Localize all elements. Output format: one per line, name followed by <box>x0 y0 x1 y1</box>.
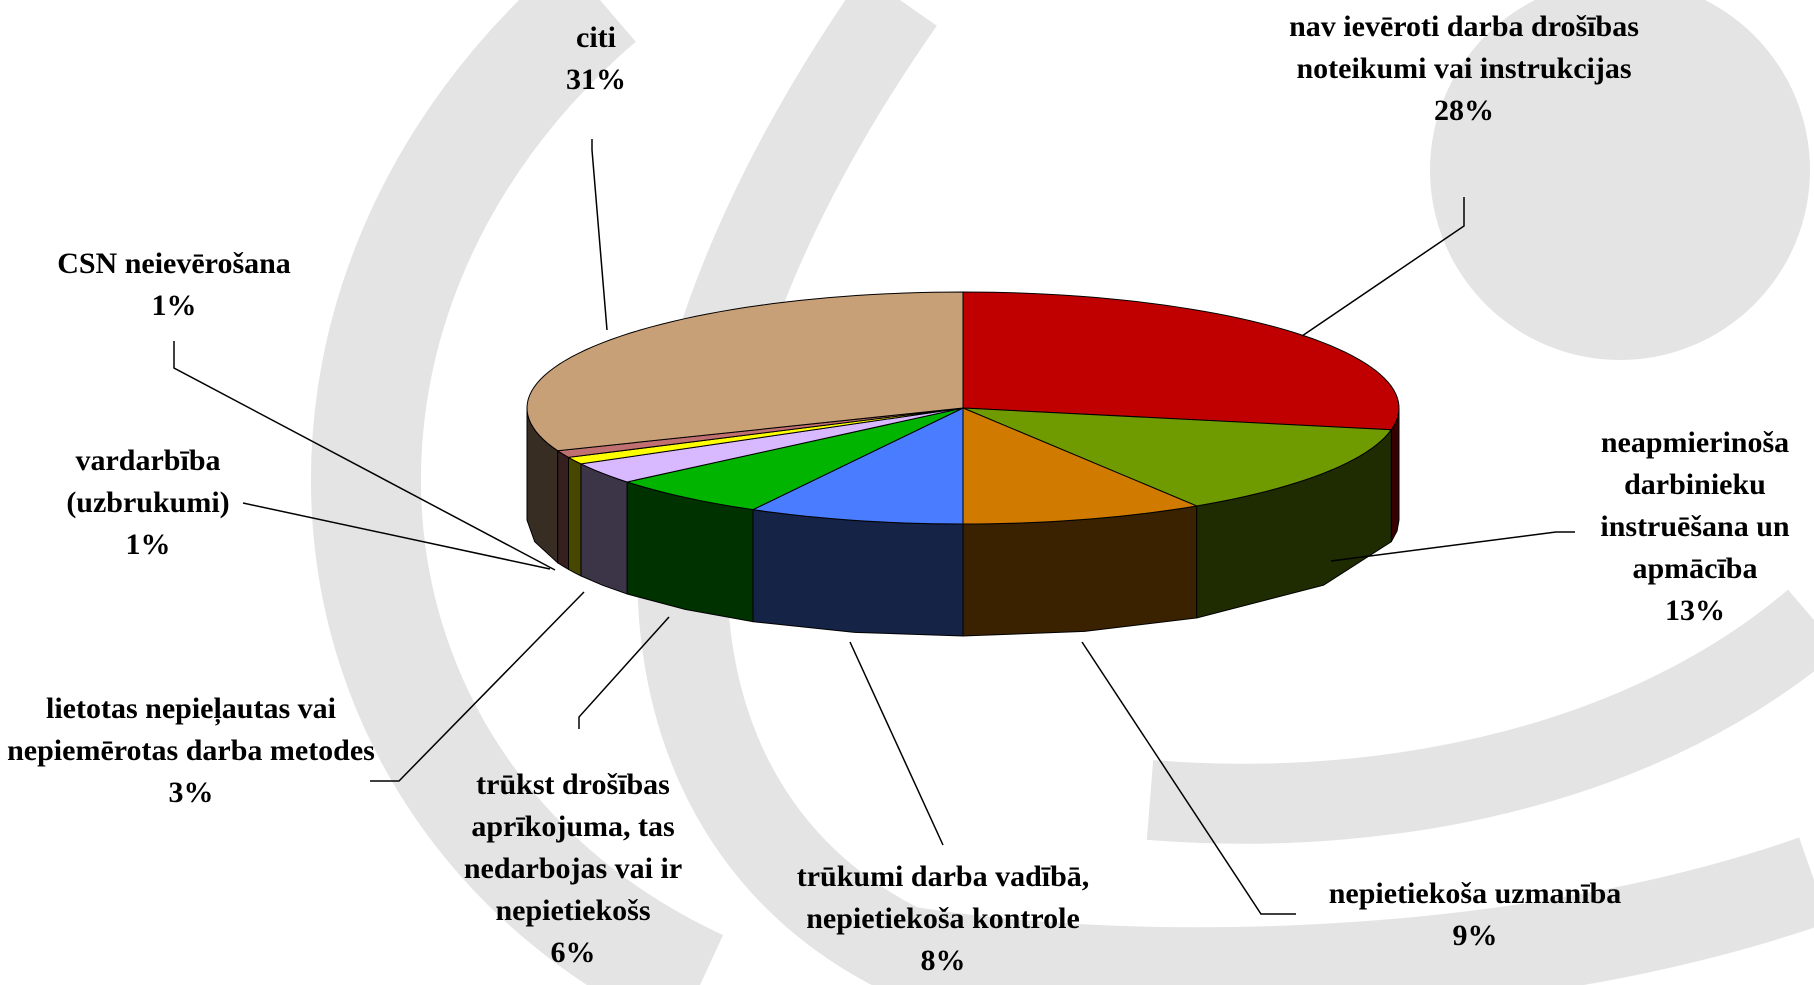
leader-line <box>578 616 670 729</box>
pie-side <box>752 509 964 637</box>
leader-line <box>591 139 608 331</box>
value-label: 31% <box>566 63 626 96</box>
leader-line <box>173 341 556 571</box>
pie-slice <box>526 291 964 452</box>
category-name: nepietiekoša uzmanība <box>1328 877 1622 910</box>
category-name: lietotas nepieļautas vai nepiemērotas da… <box>7 692 375 767</box>
category-name: trūkst drošības aprīkojuma, tas nedarboj… <box>463 768 683 927</box>
value-label: 13% <box>1665 594 1725 627</box>
category-name: citi <box>576 21 616 54</box>
pie <box>526 291 1400 637</box>
value-label: 8% <box>920 944 966 977</box>
slice-label: neapmierinoša darbinieku instruēšana un … <box>1580 422 1810 632</box>
pie-side <box>557 449 569 571</box>
slice-label: CSN neievērošana 1% <box>9 243 339 327</box>
slice-label: lietotas nepieļautas vai nepiemērotas da… <box>1 688 381 814</box>
slice-label: trūkst drošības aprīkojuma, tas nedarboj… <box>438 764 708 974</box>
pie-slice <box>579 407 964 483</box>
leader-line <box>1081 641 1296 915</box>
value-label: 9% <box>1452 919 1498 952</box>
slice-label: citi 31% <box>521 17 671 101</box>
leader-line <box>1330 531 1575 562</box>
pie-side <box>580 463 628 595</box>
leader-line <box>242 502 551 570</box>
category-name: nav ievēroti darba drošības noteikumi va… <box>1289 10 1639 85</box>
value-label: 6% <box>550 936 596 969</box>
leader-line <box>1301 197 1465 337</box>
category-name: CSN neievērošana <box>57 247 291 280</box>
slice-label: nepietiekoša uzmanība 9% <box>1265 873 1685 957</box>
value-label: 3% <box>168 776 214 809</box>
leader-line <box>370 591 585 782</box>
pie-side <box>568 456 582 577</box>
leader-lines <box>173 139 1575 915</box>
leader-line <box>849 641 944 846</box>
category-name: trūkumi darba vadībā, nepietiekoša kontr… <box>796 860 1090 935</box>
pie-slice <box>625 407 964 511</box>
category-name: vardarbība (uzbrukumi) <box>66 444 230 519</box>
value-label: 1% <box>125 528 171 561</box>
category-name: neapmierinoša darbinieku instruēšana un … <box>1600 426 1790 585</box>
slice-label: trūkumi darba vadībā, nepietiekoša kontr… <box>753 856 1133 982</box>
pie-side <box>962 505 1198 637</box>
slice-label: vardarbība (uzbrukumi) 1% <box>53 440 243 566</box>
background-decor <box>310 0 1814 985</box>
pie-slice <box>962 407 1199 525</box>
value-label: 1% <box>151 289 197 322</box>
value-label: 28% <box>1434 94 1494 127</box>
pie-slice <box>962 407 1393 507</box>
pie-slice <box>751 407 964 525</box>
pie-slice <box>962 291 1400 431</box>
slice-label: nav ievēroti darba drošības noteikumi va… <box>1264 6 1664 132</box>
